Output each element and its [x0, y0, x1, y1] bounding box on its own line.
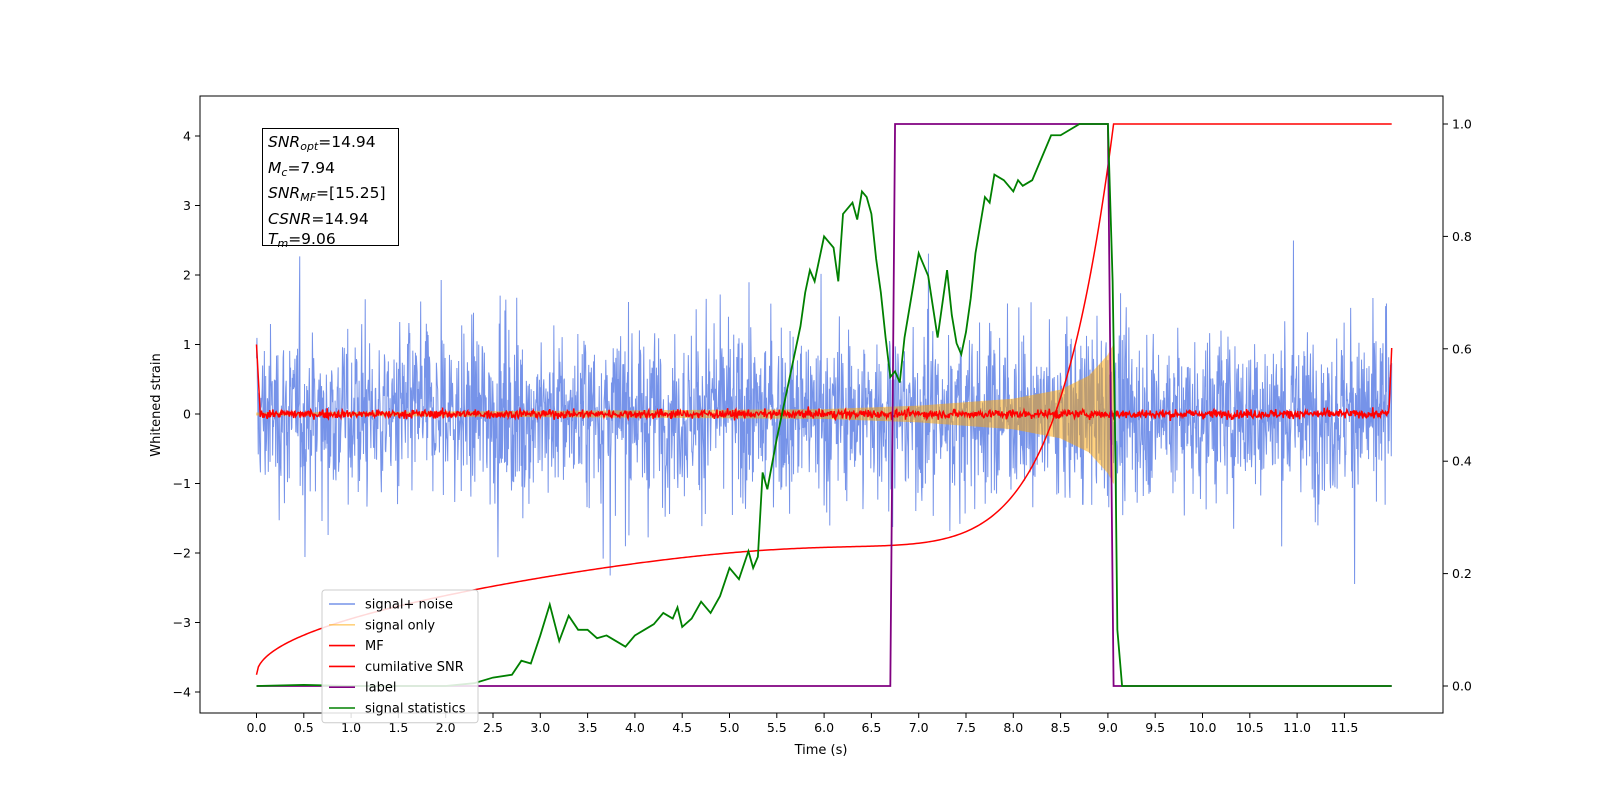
x-tick-label: 4.0	[625, 720, 645, 735]
y-tick-label: 0	[183, 407, 191, 422]
y-tick-label: 4	[183, 129, 191, 144]
y-tick-label: 2	[183, 268, 191, 283]
x-tick-label: 8.0	[1003, 720, 1023, 735]
annotation-box: SNRopt=14.94 Mc=7.94 SNRMF=[15.25] CSNR=14.…	[262, 128, 399, 250]
x-tick-label: 9.0	[1098, 720, 1118, 735]
annotation-symbol: SNR	[268, 133, 301, 151]
y-tick-label: 1	[183, 337, 191, 352]
x-tick-label: 5.0	[720, 720, 740, 735]
y-tick-label: −1	[173, 476, 191, 491]
series-mf	[255, 344, 1393, 422]
x-tick-label: 8.5	[1051, 720, 1071, 735]
x-tick-label: 2.0	[436, 720, 456, 735]
y2-tick-label: 1.0	[1452, 117, 1472, 132]
x-tick-label: 7.5	[956, 720, 976, 735]
x-tick-label: 3.5	[578, 720, 598, 735]
annotation-value: =14.94	[311, 209, 369, 228]
x-tick-label: 2.5	[483, 720, 503, 735]
annotation-symbol: M	[268, 158, 282, 177]
y2-tick-label: 0.8	[1452, 229, 1472, 244]
annotation-subscript: m	[277, 237, 289, 250]
plot-frame	[199, 95, 1444, 714]
annotation-line: SNRMF=[15.25]	[268, 183, 398, 209]
x-tick-label: 10.0	[1189, 720, 1217, 735]
x-tick-label: 3.0	[530, 720, 550, 735]
annotation-line: CSNR=14.94	[268, 209, 398, 230]
annotation-symbol: SNR	[268, 184, 301, 202]
x-tick-label: 6.0	[814, 720, 834, 735]
y-tick-label: −3	[173, 615, 191, 630]
annotation-symbol: CSNR	[268, 209, 312, 228]
annotation-line: Tm=9.06	[268, 229, 398, 255]
annotation-line: Mc=7.94	[268, 158, 398, 184]
x-tick-label: 10.5	[1236, 720, 1264, 735]
x-tick-label: 11.5	[1330, 720, 1358, 735]
x-axis-label: Time (s)	[794, 743, 848, 758]
y-axis-left: 4 3 2 1 0 −1 −2 −3 −4	[173, 129, 200, 700]
y2-tick-label: 0.2	[1452, 566, 1472, 581]
y-axis-right: 1.0 0.8 0.6 0.4 0.2 0.0	[1443, 117, 1472, 694]
y2-tick-label: 0.6	[1452, 341, 1472, 356]
legend-entry: label	[365, 681, 396, 696]
annotation-value: =7.94	[287, 158, 335, 177]
y-tick-label: 3	[183, 198, 191, 213]
annotation-value: =9.06	[288, 230, 336, 248]
y2-tick-label: 0.0	[1452, 679, 1472, 694]
annotation-value: =14.94	[318, 133, 376, 151]
annotation-subscript: c	[281, 165, 288, 179]
legend-entry: signal only	[365, 618, 435, 633]
x-tick-label: 9.5	[1145, 720, 1165, 735]
x-tick-label: 6.5	[861, 720, 881, 735]
y-axis-label: Whitened strain	[149, 353, 164, 456]
legend-entry: signal statistics	[365, 702, 466, 717]
series-signal-statistics	[256, 123, 1392, 687]
x-tick-label: 11.0	[1283, 720, 1311, 735]
x-tick-label: 5.5	[767, 720, 787, 735]
y-tick-label: −2	[173, 546, 191, 561]
x-tick-label: 1.0	[341, 720, 361, 735]
x-tick-label: 7.0	[909, 720, 929, 735]
legend: signal+ noise signal only MF cumilative SNR…	[321, 589, 479, 724]
annotation-subscript: MF	[300, 191, 317, 204]
x-axis: 0.0 0.5 1.0 1.5 2.0 2.5 3.0 3.5 4.0 4.5 5.0 5.5 6.0 6…	[247, 713, 1358, 735]
annotation-subscript: opt	[300, 140, 319, 153]
legend-box	[321, 589, 479, 724]
x-tick-label: 1.5	[388, 720, 408, 735]
annotation-line: SNRopt=14.94	[268, 132, 398, 158]
annotation-symbol: T	[268, 230, 278, 248]
x-tick-label: 0.5	[294, 720, 314, 735]
y2-tick-label: 0.4	[1452, 454, 1472, 469]
legend-entry: MF	[365, 639, 384, 654]
x-tick-label: 4.5	[672, 720, 692, 735]
x-tick-label: 0.0	[247, 720, 267, 735]
series-signal-noise	[256, 240, 1393, 585]
y-tick-label: −4	[173, 685, 191, 700]
legend-entry: signal+ noise	[365, 598, 453, 613]
legend-entry: cumilative SNR	[365, 660, 464, 675]
annotation-value: =[15.25]	[316, 184, 386, 202]
